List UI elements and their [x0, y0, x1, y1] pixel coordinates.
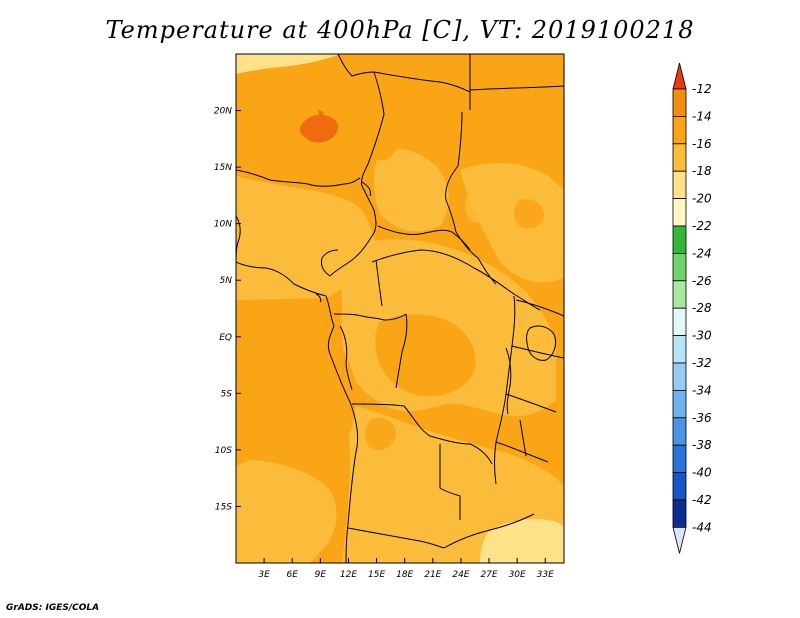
lakes	[315, 181, 557, 415]
latitude-tick-label: 10N	[214, 220, 232, 230]
longitude-tick-label: 21E	[424, 570, 441, 580]
colorbar-swatch	[672, 472, 687, 501]
colorbar-label: -40	[692, 466, 712, 480]
colorbar-swatch	[672, 198, 687, 227]
colorbar-label: -32	[692, 356, 712, 370]
colorbar-swatch	[672, 252, 687, 282]
colorbar-swatch	[672, 88, 687, 117]
colorbar-swatch	[672, 307, 687, 337]
colorbar-swatch	[672, 362, 687, 391]
colorbar-label: -30	[692, 329, 712, 343]
colorbar-label: -18	[692, 164, 712, 178]
latitude-tick-label: 5N	[220, 276, 233, 286]
colorbar-label: -16	[692, 137, 712, 151]
colorbar-label: -26	[692, 274, 712, 288]
map-title: Temperature at 400hPa [C], VT: 201910021…	[105, 16, 695, 44]
colorbar-swatch	[672, 444, 687, 474]
colorbar-label: -20	[692, 192, 712, 206]
country-borders	[236, 54, 564, 563]
longitude-tick-label: 18E	[396, 570, 413, 580]
latitude-tick-label: EQ	[219, 333, 232, 343]
longitude-tick-label: 9E	[315, 570, 327, 580]
colorbar-bottom-arrow	[672, 527, 687, 554]
colorbar-label: -38	[692, 438, 712, 452]
latitude-tick-label: 10S	[215, 446, 232, 456]
longitude-ticks: 3E 6E 9E 12E 15E 18E 21E 24E 27E 30E 33E	[258, 558, 554, 580]
latitude-ticks: 20N 15N 10N 5N EQ 5S 10S 15S	[214, 107, 241, 512]
colorbar-swatch	[672, 335, 687, 364]
longitude-tick-label: 12E	[340, 570, 357, 580]
colorbar-top-arrow	[672, 62, 687, 90]
colorbar-swatch	[672, 170, 687, 199]
colorbar-label: -34	[692, 383, 712, 397]
colorbar-swatch	[672, 280, 687, 309]
longitude-tick-label: 33E	[537, 570, 554, 580]
latitude-tick-label: 15S	[215, 502, 232, 512]
colorbar-swatch	[672, 389, 687, 419]
latitude-tick-label: 5S	[221, 389, 233, 399]
longitude-tick-label: 15E	[368, 570, 385, 580]
latitude-tick-label: 15N	[214, 163, 232, 173]
colorbar-swatch	[672, 499, 687, 528]
colorbar-label: -22	[692, 219, 712, 233]
colorbar-swatch	[672, 116, 687, 145]
map-frame	[235, 53, 565, 564]
colorbar-swatch	[672, 143, 687, 172]
longitude-tick-label: 27E	[480, 570, 497, 580]
colorbar-label: -14	[692, 109, 712, 123]
longitude-tick-label: 3E	[258, 570, 270, 580]
longitude-tick-label: 24E	[452, 570, 469, 580]
temperature-field	[236, 54, 564, 563]
grads-credit: GrADS: IGES/COLA	[6, 603, 100, 613]
longitude-tick-label: 6E	[287, 570, 299, 580]
colorbar-label: -24	[692, 246, 712, 260]
map-panel: 3E 6E 9E 12E 15E 18E 21E 24E 27E 30E 33E 20N 15N 10N…	[214, 53, 565, 580]
latitude-tick-label: 20N	[214, 107, 232, 117]
colorbar-label: -42	[692, 493, 712, 507]
longitude-tick-label: 30E	[509, 570, 526, 580]
colorbar-label: -12	[692, 82, 712, 96]
colorbar-label: -44	[692, 520, 712, 534]
colorbar-label: -28	[692, 301, 712, 315]
colorbar-swatch	[672, 417, 687, 446]
colorbar-swatch	[672, 225, 687, 254]
colorbar-label: -36	[692, 411, 712, 425]
colorbar: -12 -14 -16 -18 -20 -22 -24 -26 -28 -30 -32 -34 -36 -…	[672, 62, 712, 554]
